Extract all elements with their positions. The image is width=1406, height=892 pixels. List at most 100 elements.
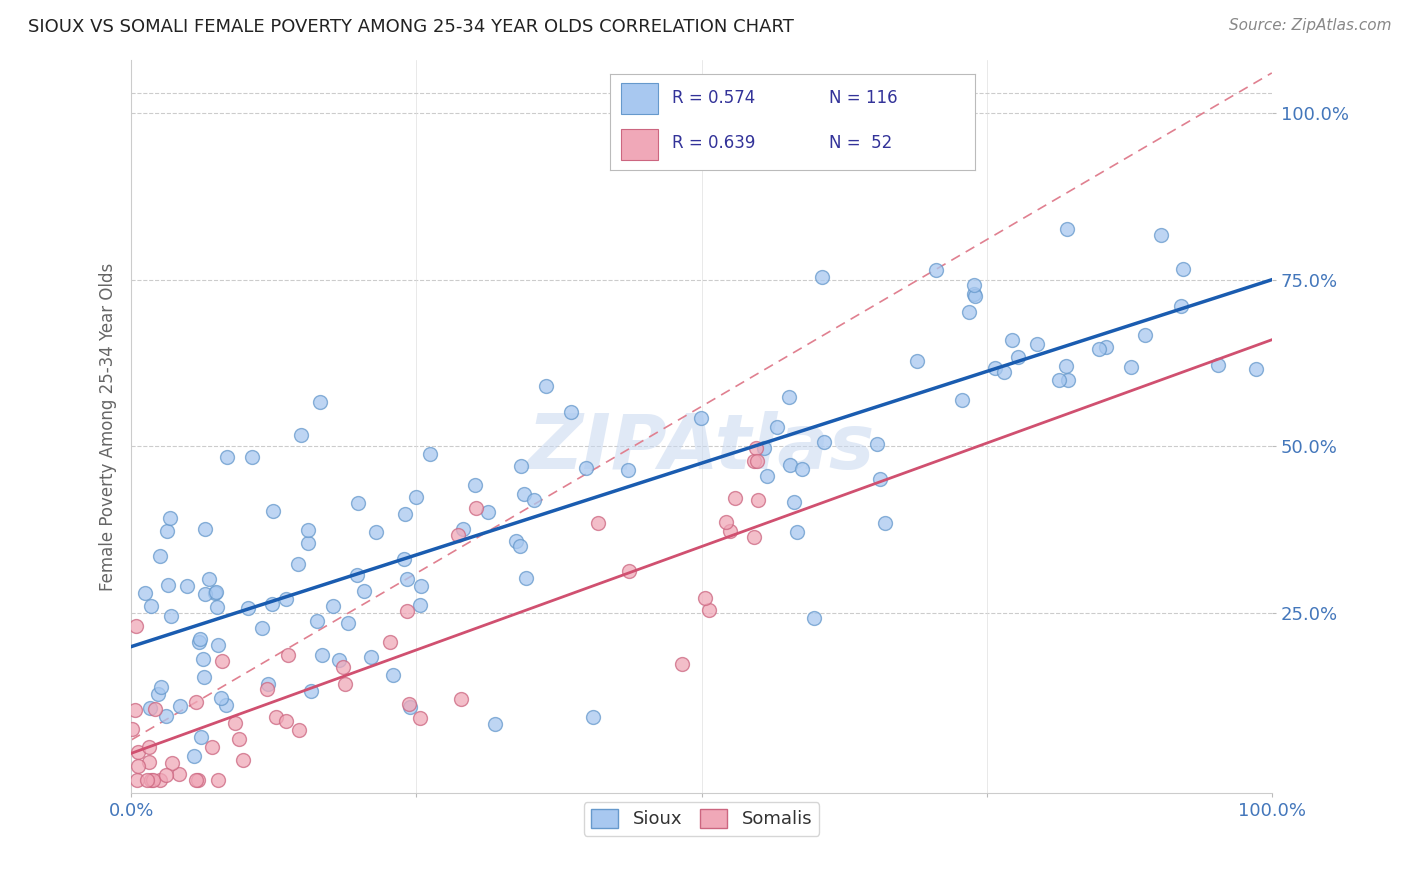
Point bbox=[236, 601, 259, 615]
Point bbox=[353, 584, 375, 599]
Point bbox=[290, 428, 312, 442]
Point bbox=[963, 277, 986, 292]
Point bbox=[287, 558, 309, 572]
Point bbox=[309, 395, 332, 409]
Point bbox=[1001, 333, 1024, 347]
Point bbox=[160, 756, 183, 771]
Point bbox=[697, 603, 720, 617]
Point bbox=[963, 287, 986, 301]
Point bbox=[409, 598, 432, 612]
Point bbox=[484, 716, 506, 731]
Point bbox=[188, 632, 211, 646]
Point bbox=[465, 500, 488, 515]
Point bbox=[297, 523, 319, 537]
Point bbox=[744, 454, 766, 468]
Point bbox=[207, 638, 229, 652]
Point bbox=[510, 458, 533, 473]
Point bbox=[184, 694, 207, 708]
Point bbox=[451, 523, 474, 537]
Point bbox=[617, 463, 640, 477]
Point bbox=[215, 698, 238, 712]
Point bbox=[398, 697, 420, 711]
Text: SIOUX VS SOMALI FEMALE POVERTY AMONG 25-34 YEAR OLDS CORRELATION CHART: SIOUX VS SOMALI FEMALE POVERTY AMONG 25-… bbox=[28, 18, 794, 36]
Point bbox=[754, 441, 776, 455]
Point bbox=[523, 492, 546, 507]
Point bbox=[360, 649, 382, 664]
Point bbox=[693, 591, 716, 605]
Point bbox=[396, 572, 419, 586]
Point bbox=[274, 714, 297, 728]
Point bbox=[228, 731, 250, 746]
Point bbox=[335, 677, 357, 691]
Point bbox=[204, 585, 226, 599]
Point bbox=[207, 772, 229, 787]
Point bbox=[742, 530, 765, 544]
Point bbox=[690, 411, 713, 425]
Point bbox=[1026, 336, 1049, 351]
Point bbox=[240, 450, 263, 465]
Point bbox=[464, 477, 486, 491]
Point bbox=[1007, 351, 1029, 365]
Point bbox=[963, 289, 986, 303]
Point bbox=[127, 772, 149, 787]
Point bbox=[138, 739, 160, 754]
Point bbox=[262, 504, 284, 518]
Point bbox=[1054, 359, 1077, 373]
Point bbox=[950, 392, 973, 407]
Point bbox=[204, 586, 226, 600]
Point bbox=[811, 269, 834, 284]
Point bbox=[747, 493, 769, 508]
Point bbox=[477, 505, 499, 519]
Point bbox=[1094, 340, 1116, 354]
Point bbox=[138, 755, 160, 769]
Point bbox=[124, 703, 146, 717]
Point bbox=[156, 524, 179, 538]
Point bbox=[232, 753, 254, 767]
Point bbox=[803, 611, 825, 625]
Point bbox=[671, 657, 693, 671]
Point bbox=[135, 772, 157, 787]
Point bbox=[786, 525, 808, 540]
Point bbox=[447, 528, 470, 542]
Point bbox=[515, 571, 537, 585]
Point bbox=[155, 708, 177, 723]
Point bbox=[307, 614, 329, 628]
Point bbox=[505, 534, 527, 549]
Point bbox=[149, 549, 172, 563]
Point bbox=[792, 462, 814, 476]
Point bbox=[215, 450, 238, 465]
Point bbox=[256, 677, 278, 691]
Point bbox=[134, 586, 156, 600]
Point bbox=[194, 587, 217, 601]
Point bbox=[127, 759, 149, 773]
Point bbox=[190, 730, 212, 744]
Point bbox=[142, 772, 165, 787]
Point bbox=[364, 524, 387, 539]
Point bbox=[224, 716, 246, 731]
Point bbox=[262, 597, 284, 611]
Point bbox=[167, 766, 190, 780]
Point bbox=[159, 511, 181, 525]
Point bbox=[398, 700, 420, 714]
Point bbox=[146, 687, 169, 701]
Point bbox=[276, 591, 298, 606]
Point bbox=[394, 507, 416, 521]
Point bbox=[783, 495, 806, 509]
Point bbox=[1056, 222, 1078, 236]
Point bbox=[714, 515, 737, 529]
Point bbox=[211, 654, 233, 668]
Point bbox=[1244, 361, 1267, 376]
Point bbox=[252, 621, 274, 635]
Point bbox=[139, 701, 162, 715]
Point bbox=[191, 652, 214, 666]
Point bbox=[288, 723, 311, 738]
Point bbox=[513, 487, 536, 501]
Point bbox=[198, 572, 221, 586]
Text: Source: ZipAtlas.com: Source: ZipAtlas.com bbox=[1229, 18, 1392, 33]
Point bbox=[322, 599, 344, 613]
Point bbox=[766, 420, 789, 434]
Point bbox=[1057, 373, 1080, 387]
Point bbox=[450, 691, 472, 706]
Point bbox=[176, 579, 198, 593]
Point bbox=[149, 772, 172, 787]
